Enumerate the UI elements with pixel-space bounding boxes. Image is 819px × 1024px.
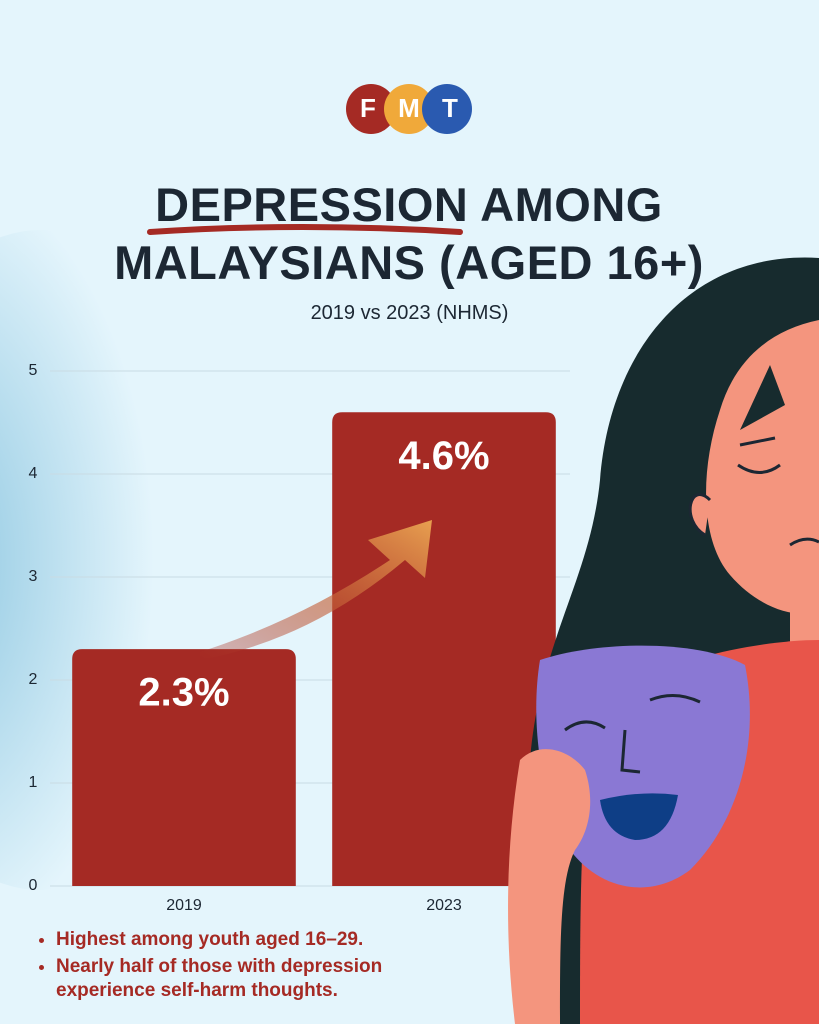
value-label: 2.3% xyxy=(138,671,229,715)
y-tick-label: 1 xyxy=(29,774,38,791)
face xyxy=(706,320,819,614)
note: Highest among youth aged 16–29. xyxy=(56,928,476,952)
logo-letter: T xyxy=(442,93,458,123)
logo-circle xyxy=(422,84,472,134)
ear xyxy=(688,493,712,537)
notes: Highest among youth aged 16–29. Nearly h… xyxy=(38,928,476,1006)
chart: 0 1 2 3 4 5 2019 2.3% 2023 4.6% xyxy=(29,362,570,914)
bar xyxy=(72,649,296,886)
y-tick-label: 4 xyxy=(29,465,38,482)
logo-circle xyxy=(346,84,396,134)
y-tick-label: 0 xyxy=(29,877,38,894)
mouth xyxy=(789,537,819,547)
value-label: 4.6% xyxy=(398,434,489,478)
x-tick-label: 2023 xyxy=(426,897,462,914)
logo-circle xyxy=(384,84,434,134)
logo-letter: M xyxy=(398,93,420,123)
hand xyxy=(508,749,591,1024)
logo: F M T xyxy=(346,84,472,134)
x-tick-label: 2019 xyxy=(166,897,202,914)
arrow xyxy=(200,520,432,660)
mask xyxy=(536,645,750,888)
chart-subtitle: 2019 vs 2023 (NHMS) xyxy=(310,302,509,324)
bar xyxy=(332,412,556,886)
y-tick-label: 5 xyxy=(29,362,38,379)
y-tick-label: 2 xyxy=(29,671,38,688)
eye xyxy=(737,463,781,474)
mask-eyes xyxy=(564,694,701,732)
underline xyxy=(147,224,463,235)
bangs xyxy=(740,365,785,430)
note: Nearly half of those with depression exp… xyxy=(56,955,476,1003)
mask-nose xyxy=(620,729,641,774)
y-tick-label: 3 xyxy=(29,568,38,585)
chart-title: DEPRESSION AMONG MALAYSIANS (AGED 16+) xyxy=(114,178,704,289)
logo-letter: F xyxy=(360,93,376,123)
illustration xyxy=(508,257,819,1024)
mask-mouth xyxy=(600,793,678,840)
brow xyxy=(739,436,776,447)
